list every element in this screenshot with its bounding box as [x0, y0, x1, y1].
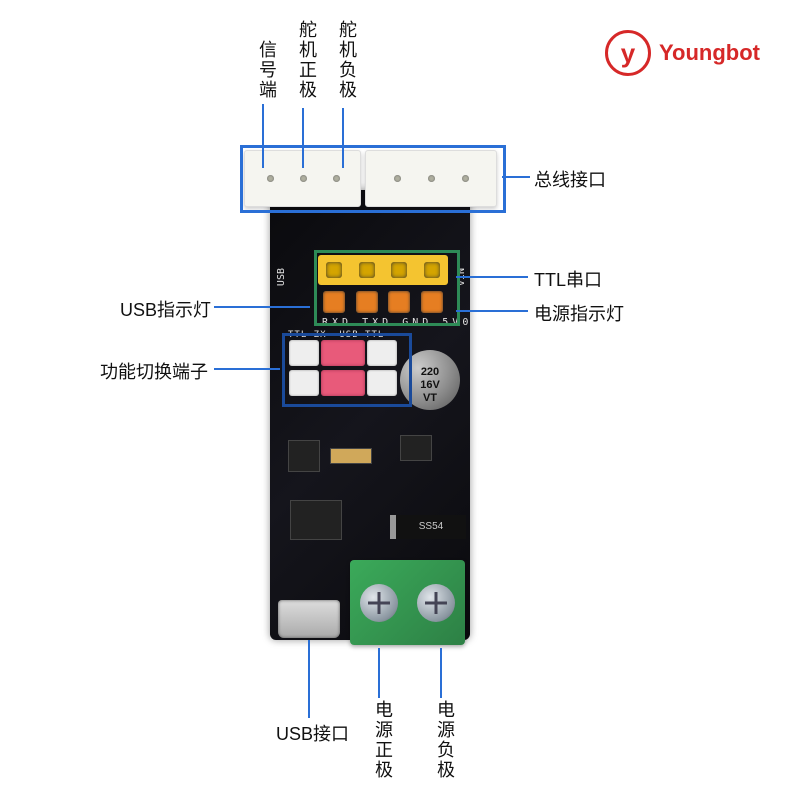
- smd-ic: [400, 435, 432, 461]
- diode-ss54: SS54: [390, 515, 466, 539]
- silk-usb: USB: [276, 268, 287, 286]
- label-top2: 舵机正极: [294, 20, 320, 100]
- label-top1: 信号端: [254, 40, 280, 100]
- smd-chip: [288, 440, 320, 472]
- label-usbled: USB指示灯: [120, 296, 211, 322]
- brand-logo: y Youngbot: [605, 30, 760, 76]
- smd-resistor: [330, 448, 372, 464]
- power-terminal: [350, 560, 465, 645]
- smd-main-ic: [290, 500, 342, 540]
- label-pwrpos: 电源正极: [370, 700, 396, 780]
- label-usb: USB接口: [276, 720, 349, 746]
- screw-neg-icon: [417, 584, 455, 622]
- box-ttl: [314, 250, 460, 326]
- label-pwrled: 电源指示灯: [534, 300, 624, 326]
- label-bus: 总线接口: [534, 166, 606, 192]
- usb-port: [278, 600, 340, 638]
- label-pwrneg: 电源负极: [432, 700, 458, 780]
- logo-letter: y: [621, 38, 635, 69]
- brand-name: Youngbot: [659, 40, 760, 66]
- label-ttl: TTL串口: [534, 266, 602, 292]
- box-bus: [240, 145, 506, 213]
- label-top3: 舵机负极: [334, 20, 360, 100]
- screw-pos-icon: [360, 584, 398, 622]
- label-funcsw: 功能切换端子: [100, 358, 208, 384]
- logo-circle: y: [605, 30, 651, 76]
- box-switch: [282, 333, 412, 407]
